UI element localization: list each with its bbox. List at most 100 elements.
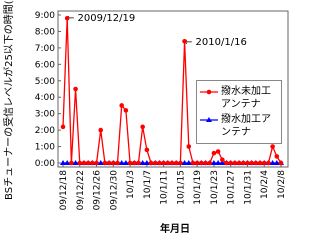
y-tick-label: 6:00 — [35, 60, 55, 70]
marker — [115, 160, 120, 166]
y-tick-label: 8:00 — [35, 27, 55, 37]
marker — [169, 160, 175, 166]
marker — [118, 160, 125, 165]
marker — [269, 160, 276, 165]
marker — [181, 160, 188, 165]
marker — [64, 160, 71, 165]
marker — [123, 108, 129, 113]
marker — [253, 160, 259, 166]
x-tick-label: 10/1/27 — [227, 170, 237, 205]
x-axis-label: 年月日 — [160, 222, 190, 235]
marker — [211, 150, 217, 156]
y-tick-label: 3:00 — [35, 110, 55, 120]
marker — [190, 160, 196, 166]
x-tick-label: 10/2/4 — [260, 170, 270, 199]
y-tick-label: 4:00 — [35, 93, 55, 103]
marker — [261, 160, 267, 166]
marker — [173, 160, 179, 166]
x-tick-label: 10/1/31 — [243, 170, 253, 205]
marker — [73, 86, 78, 92]
plot-frame — [57, 10, 289, 168]
y-tick-label: 2:00 — [35, 126, 55, 136]
legend-entry: 撥水加工アンテナ — [199, 113, 279, 139]
legend-entry: 撥水未加工アンテナ — [199, 85, 279, 111]
marker — [97, 160, 104, 165]
marker — [69, 160, 74, 166]
marker — [273, 160, 280, 165]
marker — [240, 160, 246, 166]
marker — [274, 154, 280, 159]
marker — [215, 160, 222, 165]
x-tick-label: 10/2/8 — [277, 170, 287, 199]
marker — [161, 160, 166, 166]
y-tick-label: 0:00 — [35, 159, 55, 169]
marker — [203, 160, 208, 166]
legend-label: 撥水未加工アンテナ — [221, 86, 271, 110]
x-tick-label: 09/12/22 — [76, 170, 86, 210]
legend-icon — [200, 89, 218, 95]
marker — [206, 89, 212, 95]
marker — [210, 160, 217, 165]
marker — [81, 160, 87, 166]
marker — [266, 160, 271, 166]
marker — [106, 160, 112, 166]
marker — [90, 160, 95, 166]
y-tick-label: 1:00 — [35, 143, 55, 153]
marker — [182, 39, 187, 44]
marker — [136, 160, 141, 166]
x-tick-label: 09/12/18 — [59, 170, 69, 211]
legend: 撥水未加工アンテナ 撥水加工アンテナ — [196, 80, 282, 144]
chart: BSチューナーの受信レベルが25以下の時間(h) 年月日 ← 2009/12/1… — [2, 0, 289, 235]
marker — [245, 160, 250, 166]
x-tick-label: 10/1/3 — [126, 170, 136, 199]
marker — [165, 160, 171, 166]
marker — [157, 160, 162, 166]
annotation: ← 2010/1/16 — [184, 37, 247, 48]
marker — [278, 160, 284, 166]
x-tick-label: 10/1/7 — [143, 170, 153, 199]
marker — [131, 160, 137, 166]
marker — [186, 144, 192, 149]
x-tick-label: 10/1/23 — [210, 170, 220, 205]
page: BSチューナーの受信レベルが25以下の時間(h) 年月日 ← 2009/12/1… — [2, 0, 289, 235]
legend-label: 撥水加工アンテナ — [221, 114, 271, 138]
marker — [111, 160, 116, 166]
marker — [94, 160, 99, 166]
marker — [194, 160, 200, 166]
y-tick-label: 7:00 — [35, 44, 55, 54]
x-tick-label: 10/1/19 — [193, 170, 203, 205]
y-axis-label: BSチューナーの受信レベルが25以下の時間(h) — [2, 0, 15, 200]
marker — [127, 160, 133, 166]
marker — [207, 160, 213, 166]
marker — [220, 157, 225, 163]
legend-icon — [200, 117, 218, 122]
marker — [215, 149, 221, 154]
marker — [236, 160, 242, 166]
marker — [143, 160, 150, 165]
y-tick-label: 9:00 — [35, 11, 55, 21]
marker — [185, 160, 192, 165]
marker — [72, 160, 79, 165]
marker — [140, 124, 145, 130]
y-tick-label: 5:00 — [35, 77, 55, 87]
annotation: ← 2009/12/19 — [66, 13, 135, 24]
marker — [122, 160, 129, 165]
marker — [257, 160, 263, 166]
marker — [85, 160, 91, 166]
marker — [270, 144, 275, 149]
marker — [139, 160, 146, 165]
x-tick-label: 09/12/26 — [93, 170, 103, 211]
marker — [148, 160, 154, 166]
marker — [98, 127, 104, 133]
x-tick-label: 10/1/15 — [176, 170, 186, 205]
marker — [77, 160, 83, 166]
marker — [178, 160, 183, 166]
marker — [249, 160, 254, 166]
marker — [102, 160, 108, 166]
marker — [232, 160, 238, 166]
marker — [60, 160, 66, 165]
marker — [219, 160, 226, 165]
x-tick-label: 09/12/30 — [109, 170, 119, 211]
marker — [144, 147, 150, 153]
marker — [152, 160, 158, 166]
